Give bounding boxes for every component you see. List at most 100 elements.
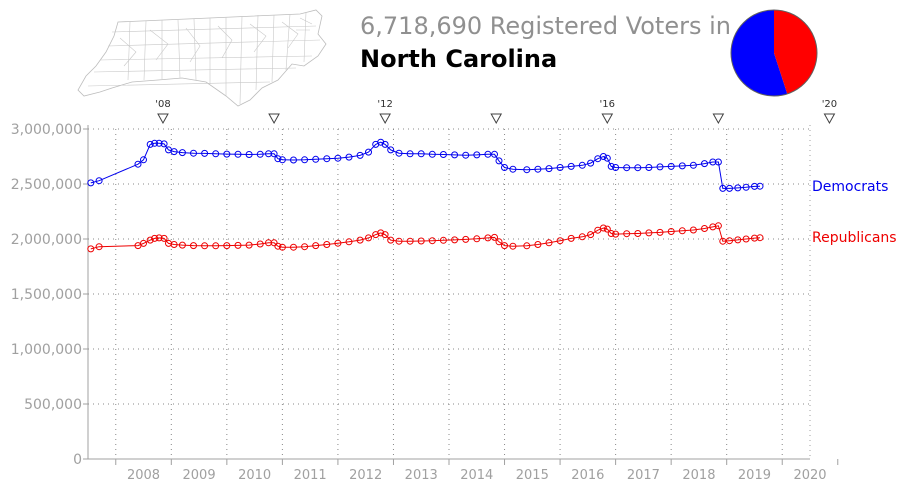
data-point-democrats (678, 162, 686, 170)
data-point-republicans (495, 238, 503, 246)
y-tick-label: 500,000 (24, 397, 82, 413)
data-point-democrats (312, 155, 320, 163)
data-point-republicans (473, 235, 481, 243)
data-point-republicans (146, 236, 154, 244)
data-point-republicans (178, 241, 186, 249)
election-marker-label: '08 (155, 99, 170, 110)
data-point-republicans (612, 230, 620, 238)
election-markers: '08 '12 '16 '20 (155, 99, 837, 125)
data-point-republicans (417, 237, 425, 245)
data-point-republicans (377, 229, 385, 237)
data-point-republicans (345, 238, 353, 246)
data-point-democrats (587, 159, 595, 167)
data-point-republicans (484, 234, 492, 242)
x-tick-label: 2015 (516, 468, 549, 483)
data-point-democrats (645, 164, 653, 171)
data-point-republicans (567, 234, 575, 242)
data-point-democrats (395, 149, 403, 157)
data-point-democrats (381, 140, 389, 148)
data-point-republicans (501, 242, 508, 250)
data-point-democrats (667, 162, 675, 170)
y-tick-label: 2,500,000 (11, 177, 82, 193)
data-point-democrats (484, 150, 492, 158)
data-point-democrats (612, 164, 620, 171)
data-point-democrats (439, 151, 447, 158)
x-tick-label: 2008 (127, 468, 160, 483)
data-point-republicans (678, 227, 686, 235)
data-point-democrats (578, 161, 586, 169)
data-point-republicans (742, 235, 750, 243)
data-point-republicans (151, 234, 159, 242)
x-tick-label: 2020 (793, 468, 826, 483)
x-tick-label: 2010 (238, 468, 271, 483)
data-point-democrats (689, 161, 697, 169)
data-point-democrats (495, 157, 503, 165)
data-point-republicans (439, 236, 447, 244)
data-point-democrats (270, 150, 278, 158)
data-point-democrats (334, 154, 342, 162)
data-point-democrats (623, 164, 631, 172)
data-point-democrats (134, 160, 142, 168)
data-point-republicans (714, 222, 722, 230)
data-point-democrats (734, 184, 742, 192)
data-point-democrats (701, 160, 708, 168)
data-point-republicans (667, 228, 675, 235)
data-point-democrats (140, 156, 147, 164)
data-point-democrats (509, 165, 517, 173)
data-point-democrats (212, 150, 220, 158)
data-point-democrats (274, 155, 282, 163)
x-tick-label: 2013 (405, 468, 438, 483)
x-tick-label: 2016 (571, 468, 604, 483)
data-point-republicans (334, 239, 342, 247)
election-marker-label: '20 (822, 99, 837, 110)
election-marker-triangle (712, 113, 725, 125)
data-point-democrats (756, 182, 764, 190)
data-point-democrats (377, 138, 385, 146)
data-point-republicans (395, 237, 403, 245)
data-point-democrats (462, 151, 470, 159)
data-point-republicans (756, 234, 764, 242)
data-point-republicans (201, 242, 209, 250)
data-point-democrats (178, 149, 186, 157)
data-point-democrats (714, 158, 722, 166)
data-point-democrats (607, 162, 615, 170)
data-point-democrats (201, 149, 209, 157)
data-point-democrats (656, 163, 664, 171)
data-point-republicans (491, 233, 498, 241)
title-registered-voters: 6,718,690 Registered Voters in (360, 12, 731, 40)
data-point-democrats (473, 151, 481, 159)
y-tick-label: 0 (73, 452, 82, 468)
data-point-democrats (719, 184, 727, 192)
data-point-democrats (417, 150, 425, 158)
data-point-democrats (545, 165, 553, 173)
election-marker-triangle (490, 113, 503, 125)
data-point-democrats (534, 165, 542, 173)
data-point-republicans (160, 234, 168, 242)
y-axis-ticks: 0 500,000 1,000,000 1,500,000 2,000,000 2,500… (11, 122, 88, 468)
data-point-democrats (146, 140, 154, 148)
y-tick-label: 1,500,000 (11, 287, 82, 303)
data-point-republicans (587, 231, 595, 239)
data-point-democrats (245, 151, 253, 158)
data-point-democrats (556, 164, 564, 171)
data-point-democrats (223, 150, 231, 158)
data-point-republicans (726, 237, 733, 245)
data-point-republicans (534, 241, 542, 248)
data-point-republicans (509, 242, 517, 250)
data-point-democrats (523, 166, 531, 174)
x-tick-label: 2014 (460, 468, 493, 483)
election-marker-triangle (823, 113, 836, 125)
x-tick-label: 2011 (294, 468, 327, 483)
data-point-republicans (603, 225, 611, 233)
data-point-republicans (556, 237, 564, 245)
series-line-democrats (90, 141, 761, 189)
series-line-republicans (90, 225, 761, 250)
x-tick-label: 2018 (682, 468, 715, 483)
data-point-republicans (234, 241, 242, 249)
data-point-democrats (634, 164, 642, 172)
data-point-democrats (387, 146, 395, 154)
data-point-republicans (701, 225, 708, 232)
data-point-democrats (356, 151, 364, 159)
data-point-republicans (656, 228, 664, 236)
